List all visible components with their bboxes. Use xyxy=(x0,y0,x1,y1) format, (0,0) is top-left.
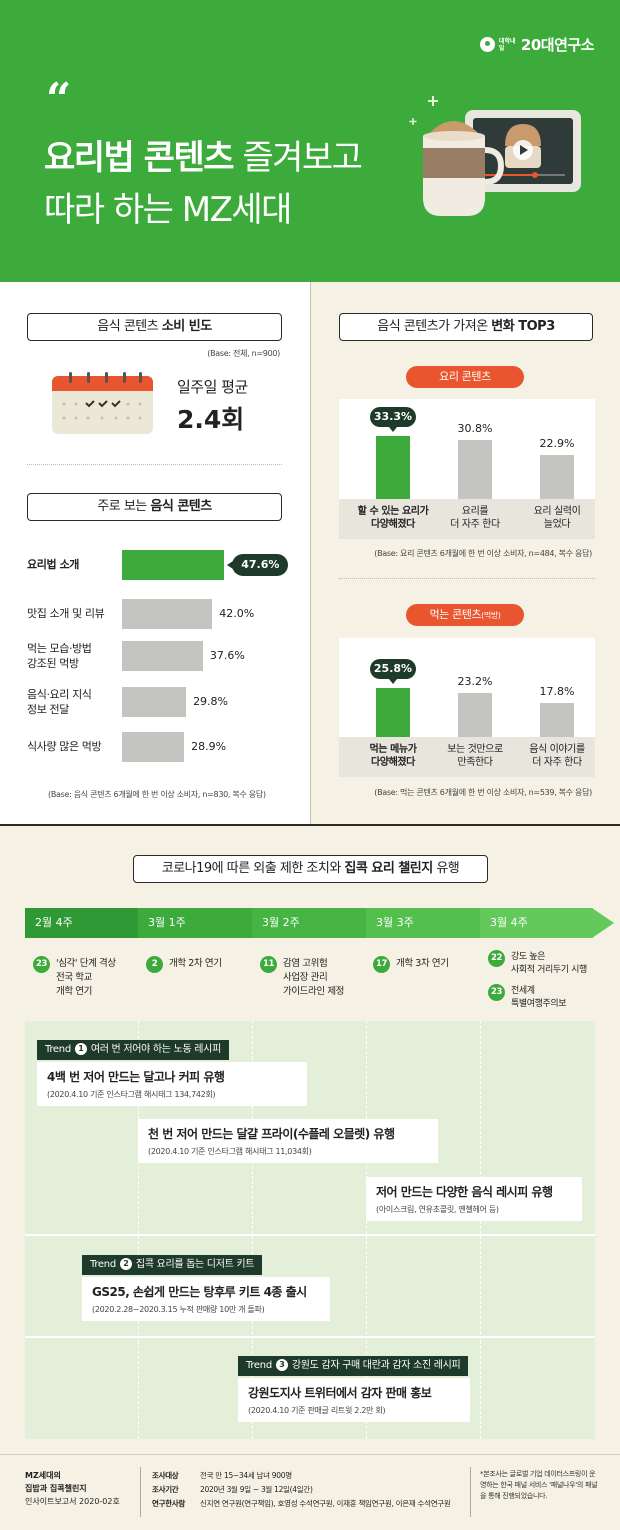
category-label: 음식·요리 지식 정보 전달 xyxy=(27,687,92,716)
category-label: 요리 실력이 늘었다 xyxy=(533,506,581,530)
bar xyxy=(540,455,574,499)
survey-period: 조사기간 2020년 3월 9일 ~ 3월 12일(4일간) xyxy=(152,1485,313,1494)
category-label: 요리법 소개 xyxy=(27,558,80,571)
footer-note: *본조사는 글로벌 기업 데이터스프링이 운영하는 한국 패널 서비스 '패널나… xyxy=(480,1470,598,1500)
grid-line xyxy=(480,1021,481,1439)
trend-card: 강원도지사 트위터에서 감자 판매 홍보 (2020.4.10 기준 판매글 리트… xyxy=(238,1378,470,1422)
trend-3-label: Trend 3 강원도 감자 구매 대란과 감자 소진 레시피 xyxy=(238,1356,469,1376)
bar xyxy=(458,692,492,737)
brand-logo: 대학내일 20대연구소 xyxy=(479,34,595,55)
hero-banner: 대학내일 20대연구소 “ 요리법 콘텐츠 즐겨보고 따라 하는 MZ세대 xyxy=(0,0,620,282)
divider xyxy=(470,1467,471,1517)
value-label: 42.0% xyxy=(219,607,255,620)
report-name: MZ세대의 집밥과 집콕챌린지 인사이트보고서 2020-02호 xyxy=(25,1471,120,1506)
coffee-video-illustration xyxy=(409,96,581,216)
value-label: 29.8% xyxy=(193,695,229,708)
page-title-line2: 따라 하는 MZ세대 xyxy=(44,190,292,230)
frequency-base: (Base: 전체, n=900) xyxy=(207,349,280,358)
trend-card: 4백 번 저어 만드는 달고나 커피 유행 (2020.4.10 기준 인스타그램… xyxy=(37,1062,307,1106)
mukbang-pill: 먹는 콘텐츠(먹방) xyxy=(406,604,524,626)
change-title: 음식 콘텐츠가 가져온 변화 TOP3 xyxy=(339,313,593,341)
trend-separator xyxy=(25,1234,595,1236)
cooking-pill: 요리 콘텐츠 xyxy=(406,366,524,388)
category-label: 할 수 있는 요리가 다양해졌다 xyxy=(357,506,429,530)
trend-separator xyxy=(25,1336,595,1338)
value-label: 28.9% xyxy=(191,740,227,753)
week-header: 3월 1주 xyxy=(138,908,252,938)
bar xyxy=(540,703,574,737)
arrow-right-icon xyxy=(592,908,614,938)
divider xyxy=(140,1467,141,1517)
frequency-title: 음식 콘텐츠 소비 빈도 xyxy=(27,313,282,341)
event-item: 23 '심각' 단계 격상 전국 학교 개학 연기 xyxy=(33,956,116,999)
location-pin-icon xyxy=(479,37,495,52)
bar xyxy=(458,440,492,499)
category-label: 식사량 많은 먹방 xyxy=(27,740,102,753)
survey-target: 조사대상 전국 만 15~34세 남녀 900명 xyxy=(152,1471,292,1480)
trend-1-label: Trend 1 여러 번 저어야 하는 노동 레시피 xyxy=(37,1040,229,1060)
divider xyxy=(27,464,282,465)
value-label: 37.6% xyxy=(209,649,245,662)
frequency-value: 2.4회 xyxy=(177,405,245,434)
category-label: 음식 이야기를 더 자주 한다 xyxy=(529,744,585,768)
week-header: 3월 4주 xyxy=(480,908,593,938)
timeline-section: 코로나19에 따른 외출 제한 조치와 집콕 요리 챌린지 유행 2월 4주 3… xyxy=(0,826,620,1454)
trend-card: 천 번 저어 만드는 달걀 프라이(수플레 오믈렛) 유행 (2020.4.10 … xyxy=(138,1119,438,1163)
trend-card: GS25, 손쉽게 만드는 탕후루 키트 4종 출시 (2020.2.28~202… xyxy=(82,1277,330,1321)
calendar-icon xyxy=(52,372,153,434)
category-label: 요리를 더 자주 한다 xyxy=(450,506,500,530)
page-title-line1: 요리법 콘텐츠 즐겨보고 xyxy=(44,138,363,178)
grid-line xyxy=(252,1021,253,1439)
week-header: 3월 3주 xyxy=(366,908,480,938)
event-item: 2 개학 2차 연기 xyxy=(146,956,222,973)
bar xyxy=(122,599,213,629)
consumption-section: 음식 콘텐츠 소비 빈도 (Base: 전체, n=900) 일주일 평균 2.… xyxy=(0,282,310,825)
value-label: 33.3% xyxy=(370,406,416,432)
value-label: 47.6% xyxy=(227,554,289,576)
footer: MZ세대의 집밥과 집콕챌린지 인사이트보고서 2020-02호 조사대상 전국 … xyxy=(0,1454,620,1530)
brand-small: 대학내일 xyxy=(498,37,516,52)
value-label: 22.9% xyxy=(539,437,575,451)
bar xyxy=(122,641,203,671)
timeline-title: 코로나19에 따른 외출 제한 조치와 집콕 요리 챌린지 유행 xyxy=(133,855,488,883)
category-label: 먹는 모습·방법 강조된 먹방 xyxy=(27,641,92,670)
event-item: 22 강도 높은 사회적 거리두기 시행 xyxy=(488,950,587,977)
value-label: 30.8% xyxy=(457,422,493,436)
week-header: 2월 4주 xyxy=(25,908,138,938)
mukbang-base: (Base: 먹는 콘텐츠 6개월에 한 번 이상 소비자, n=539, 복수… xyxy=(374,788,592,797)
mukbang-change-chart: 25.8% 먹는 메뉴가 다양해졌다 23.2% 보는 것만으로 만족한다 17.8% 음… xyxy=(339,638,595,777)
main-content-title: 주로 보는 음식 콘텐츠 xyxy=(27,493,282,521)
week-header: 3월 2주 xyxy=(252,908,366,938)
quote-mark: “ xyxy=(46,74,72,125)
main-content-base: (Base: 음식 콘텐츠 6개월에 한 번 이상 소비자, n=830, 복수… xyxy=(48,790,266,799)
frequency-label: 일주일 평균 xyxy=(177,378,248,396)
grid-line xyxy=(366,1021,367,1439)
divider xyxy=(339,578,595,579)
value-label: 17.8% xyxy=(539,685,575,699)
bar xyxy=(122,732,185,762)
grid-line xyxy=(138,1021,139,1439)
category-label: 먹는 메뉴가 다양해졌다 xyxy=(369,744,417,768)
event-item: 23 전세계 특별여행주의보 xyxy=(488,984,567,1011)
category-label: 맛집 소개 및 리뷰 xyxy=(27,607,105,620)
cooking-change-chart: 33.3% 할 수 있는 요리가 다양해졌다 30.8% 요리를 더 자주 한다 22.… xyxy=(339,399,595,539)
section-divider xyxy=(0,824,620,826)
category-label: 보는 것만으로 만족한다 xyxy=(447,744,503,768)
cooking-base: (Base: 요리 콘텐츠 6개월에 한 번 이상 소비자, n=484, 복수… xyxy=(374,549,592,558)
researchers: 연구한사람 신지연 연구원(연구책임), 호영성 수석연구원, 이재훈 책임연구원… xyxy=(152,1499,451,1508)
trend-card: 저어 만드는 다양한 음식 레시피 유행 (아이스크림, 연유초콜릿, 옌첼헤어 … xyxy=(366,1177,582,1221)
bar xyxy=(122,687,187,717)
trend-2-label: Trend 2 집콕 요리를 돕는 디저트 키트 xyxy=(82,1255,263,1275)
event-item: 11 감염 고위험 사업장 관리 가이드라인 제정 xyxy=(260,956,344,999)
bar xyxy=(376,687,410,737)
value-label: 25.8% xyxy=(370,658,416,684)
bar xyxy=(122,550,225,580)
event-item: 17 개학 3차 연기 xyxy=(373,956,449,973)
brand-name: 20대연구소 xyxy=(520,36,595,54)
value-label: 23.2% xyxy=(457,674,493,688)
bar xyxy=(376,435,410,499)
change-section: 음식 콘텐츠가 가져온 변화 TOP3 요리 콘텐츠 33.3% 할 수 있는 요… xyxy=(310,282,620,825)
